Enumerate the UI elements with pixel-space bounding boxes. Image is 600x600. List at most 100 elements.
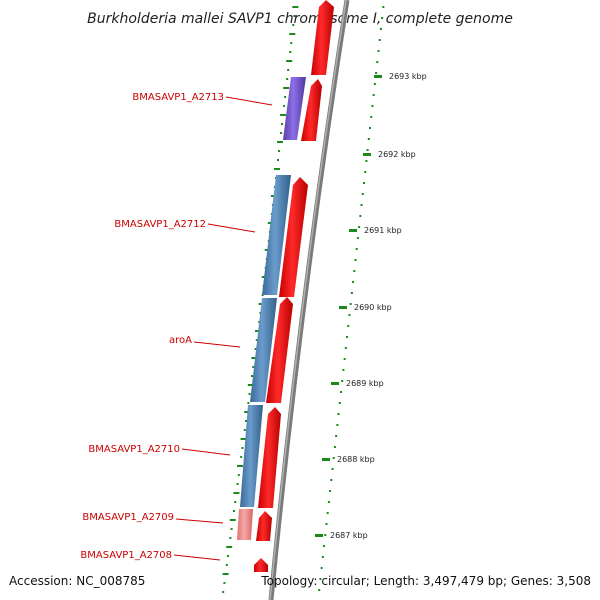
gene-label-leader-line — [225, 96, 273, 106]
reverse-cds-feature[interactable] — [262, 175, 291, 295]
gc-tick — [356, 237, 359, 239]
gc-tick — [237, 465, 243, 467]
genome-summary-label: Topology: circular; Length: 3,497,479 bp… — [261, 574, 591, 588]
gc-tick — [324, 534, 327, 536]
reverse-strand-features — [237, 77, 306, 540]
gene-label[interactable]: BMASAVP1_A2712 — [114, 219, 206, 230]
forward-cds-feature[interactable] — [254, 558, 268, 572]
gc-tick — [251, 357, 258, 359]
gc-tick — [353, 270, 356, 272]
gc-tick — [289, 33, 296, 35]
gc-tick — [347, 325, 350, 327]
scale-tick-mark — [339, 306, 347, 309]
gene-label[interactable]: BMASAVP1_A2713 — [132, 92, 224, 103]
gc-tick — [252, 366, 255, 368]
scale-tick-mark — [363, 153, 371, 156]
scale-tick-mark — [331, 382, 339, 385]
gc-tick — [255, 330, 261, 332]
gc-tick — [354, 259, 357, 261]
forward-cds-feature[interactable] — [258, 407, 281, 508]
gc-tick — [349, 303, 352, 305]
gc-tick — [365, 160, 368, 162]
gc-tick — [333, 446, 336, 448]
scale-tick-mark — [349, 229, 357, 232]
gc-tick — [348, 314, 351, 316]
forward-cds-feature[interactable] — [311, 0, 334, 75]
gc-tick — [366, 149, 369, 151]
gc-tick — [283, 87, 290, 89]
gc-tick — [337, 413, 340, 415]
gc-tick — [229, 519, 236, 521]
gc-tick — [233, 510, 235, 512]
map-title: Burkholderia mallei SAVP1 chromosome I, … — [87, 11, 513, 27]
gene-label[interactable]: BMASAVP1_A2709 — [82, 512, 174, 523]
scale-tick-label: 2688 kbp — [337, 455, 375, 464]
gc-tick — [326, 512, 329, 514]
gc-tick — [240, 456, 243, 458]
gc-tick — [341, 380, 344, 382]
gc-tick — [222, 573, 229, 575]
gc-tick — [286, 78, 289, 80]
gc-tick — [359, 215, 362, 217]
gc-tick — [362, 182, 365, 184]
forward-cds-feature[interactable] — [266, 297, 293, 403]
gc-tick — [323, 545, 326, 547]
gc-tick — [332, 457, 335, 459]
forward-cds-feature[interactable] — [301, 79, 322, 141]
gene-label[interactable]: BMASAVP1_A2710 — [88, 444, 180, 455]
gc-tick — [240, 438, 247, 440]
gc-tick — [379, 28, 382, 30]
genome-backbone — [268, 0, 350, 600]
gc-tick — [222, 591, 225, 593]
gc-tick — [329, 490, 332, 492]
gc-tick — [339, 391, 342, 393]
gc-tick — [320, 567, 323, 569]
gc-tick — [327, 501, 330, 503]
scale-tick-label: 2689 kbp — [346, 379, 384, 388]
gc-tick — [342, 369, 345, 371]
scale-tick-label: 2690 kbp — [354, 303, 392, 312]
gc-tick — [372, 94, 375, 96]
reverse-cds-feature[interactable] — [240, 405, 263, 507]
forward-cds-feature[interactable] — [256, 511, 272, 541]
gc-tick — [283, 105, 286, 107]
gene-label[interactable]: aroA — [169, 335, 192, 346]
gc-tick — [336, 424, 339, 426]
gc-tick — [247, 402, 250, 404]
gc-content-track-outer — [318, 6, 385, 591]
gc-tick — [367, 138, 370, 140]
gc-tick — [280, 114, 287, 116]
gc-tick — [258, 321, 261, 323]
gc-tick — [278, 150, 280, 152]
gc-tick — [290, 42, 293, 44]
reverse-cds-feature[interactable] — [250, 298, 277, 402]
reverse-cds-feature-faded[interactable] — [237, 509, 253, 540]
gc-tick — [360, 204, 363, 206]
gc-tick — [381, 17, 384, 19]
gene-labels: BMASAVP1_A2713 BMASAVP1_A2712 aroA BMASAVP1… — [80, 92, 273, 561]
gc-tick — [292, 6, 299, 8]
gc-tick — [376, 61, 379, 63]
gene-label-leader-line — [193, 341, 241, 348]
gc-tick — [292, 24, 295, 26]
accession-label: Accession: NC_008785 — [9, 574, 146, 588]
gc-tick — [318, 589, 321, 591]
gc-tick — [281, 123, 284, 125]
gc-tick — [358, 226, 361, 228]
gc-tick — [378, 39, 381, 41]
scale-tick-label: 2687 kbp — [330, 531, 368, 540]
gc-tick — [280, 132, 283, 134]
genome-backbone-highlight — [269, 0, 347, 600]
gc-tick — [370, 116, 373, 118]
reverse-rna-feature[interactable] — [283, 77, 306, 140]
scale-tick-mark — [374, 75, 382, 78]
gene-label[interactable]: BMASAVP1_A2708 — [80, 550, 172, 561]
gc-tick — [227, 555, 229, 557]
gc-tick — [344, 347, 347, 349]
gc-tick — [247, 384, 254, 386]
gc-tick — [233, 492, 240, 494]
gc-tick — [352, 281, 355, 283]
scale-tick-label: 2691 kbp — [364, 226, 402, 235]
forward-cds-feature[interactable] — [279, 177, 308, 297]
gc-tick — [244, 411, 251, 413]
